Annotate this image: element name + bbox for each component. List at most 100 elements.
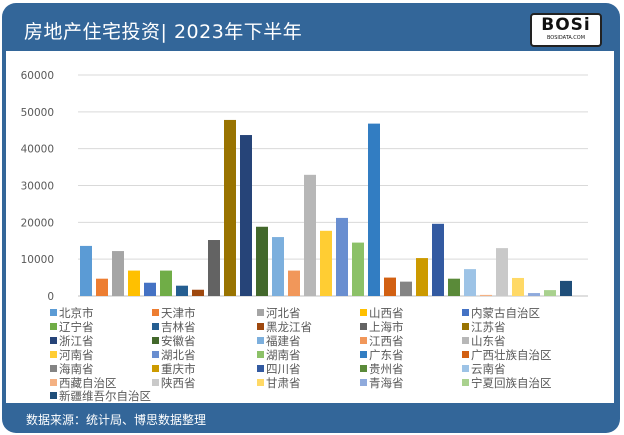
legend-item: 安徽省 xyxy=(152,334,196,348)
legend-swatch xyxy=(462,350,469,358)
legend-item: 天津市 xyxy=(152,307,196,320)
legend-item: 湖北省 xyxy=(152,348,196,362)
legend-item: 河南省 xyxy=(50,347,94,362)
y-tick-label: 30000 xyxy=(21,181,54,193)
y-tick-label: 0 xyxy=(47,291,54,303)
legend-item: 重庆市 xyxy=(152,361,196,376)
legend-swatch xyxy=(50,378,57,386)
bar-1 xyxy=(80,245,92,296)
legend-swatch xyxy=(360,364,367,372)
bar-30 xyxy=(544,290,556,296)
legend-item: 贵州省 xyxy=(360,362,404,376)
legend-item: 宁夏回族自治区 xyxy=(462,376,552,390)
legend-label: 北京市 xyxy=(59,306,94,320)
legend-swatch xyxy=(152,378,159,386)
legend-item: 西藏自治区 xyxy=(50,375,117,390)
legend-swatch xyxy=(152,322,159,330)
legend-item: 吉林省 xyxy=(152,319,196,334)
legend-swatch xyxy=(360,336,367,344)
legend-label: 江苏省 xyxy=(471,319,506,334)
bar-13 xyxy=(272,237,284,296)
logo-text: BOSi xyxy=(541,15,591,35)
legend-item: 北京市 xyxy=(50,307,94,320)
legend-swatch xyxy=(360,322,367,330)
bar-25 xyxy=(464,269,476,296)
legend-item: 山西省 xyxy=(360,307,404,320)
bar-22 xyxy=(416,258,428,296)
legend-swatch xyxy=(462,364,469,372)
legend-swatch xyxy=(50,309,57,316)
bar-14 xyxy=(288,270,300,296)
legend-swatch xyxy=(462,322,469,330)
chart-title: 房地产住宅投资| 2023年下半年 xyxy=(24,21,303,43)
legend-item: 浙江省 xyxy=(50,334,94,348)
legend-label: 河南省 xyxy=(59,347,94,362)
legend-item: 福建省 xyxy=(257,333,301,348)
legend-swatch xyxy=(257,378,264,386)
bar-23 xyxy=(432,223,444,296)
legend-label: 西藏自治区 xyxy=(59,375,117,390)
legend-item: 新疆维吾尔自治区 xyxy=(50,390,151,403)
bar-26 xyxy=(480,294,492,296)
y-tick-label: 50000 xyxy=(21,107,54,119)
legend-label: 黑龙江省 xyxy=(266,319,312,334)
legend-label: 甘肃省 xyxy=(266,375,301,390)
legend-item: 江苏省 xyxy=(462,319,506,334)
legend-label: 陕西省 xyxy=(161,375,196,390)
bar-28 xyxy=(512,277,524,296)
legend-item: 甘肃省 xyxy=(257,375,301,390)
legend-item: 四川省 xyxy=(257,361,301,376)
legend-item: 广西壮族自治区 xyxy=(462,347,552,362)
legend-swatch xyxy=(360,378,367,386)
legend-swatch xyxy=(152,350,159,358)
legend-item: 内蒙古自治区 xyxy=(462,307,540,320)
bar-11 xyxy=(240,135,252,296)
bar-8 xyxy=(192,289,204,296)
legend-item: 山东省 xyxy=(462,334,506,348)
bar-19 xyxy=(368,123,380,297)
legend-label: 上海市 xyxy=(369,319,404,334)
legend-label: 福建省 xyxy=(266,333,301,348)
bar-15 xyxy=(304,174,316,296)
legend-swatch xyxy=(257,309,264,316)
legend-label: 青海省 xyxy=(369,375,404,390)
bar-21 xyxy=(400,281,412,296)
legend-item: 辽宁省 xyxy=(50,319,94,334)
legend-label: 天津市 xyxy=(161,306,196,320)
legend-label: 重庆市 xyxy=(161,361,196,376)
legend-item: 黑龙江省 xyxy=(257,319,312,334)
legend-swatch xyxy=(462,378,469,386)
data-source: 数据来源：统计局、博思数据整理 xyxy=(26,413,207,427)
y-tick-label: 60000 xyxy=(21,70,54,82)
legend-label: 新疆维吾尔自治区 xyxy=(59,389,151,404)
legend-swatch xyxy=(50,364,57,372)
bar-16 xyxy=(320,230,332,296)
bar-27 xyxy=(496,248,508,296)
legend-swatch xyxy=(257,350,264,358)
bar-24 xyxy=(448,278,460,296)
legend-label: 海南省 xyxy=(59,361,94,376)
logo-subtext: BOSIDATA.COM xyxy=(546,35,586,41)
legend-label: 内蒙古自治区 xyxy=(471,306,540,320)
bar-12 xyxy=(256,226,268,296)
legend-item: 云南省 xyxy=(462,362,506,376)
legend-label: 广西壮族自治区 xyxy=(471,347,552,362)
bar-7 xyxy=(176,285,188,296)
legend-label: 河北省 xyxy=(266,306,301,320)
legend-label: 四川省 xyxy=(266,361,301,376)
legend-label: 辽宁省 xyxy=(59,319,94,334)
bar-6 xyxy=(160,270,172,296)
legend-label: 吉林省 xyxy=(161,319,196,334)
legend-swatch xyxy=(257,336,264,344)
bar-31 xyxy=(560,280,572,296)
legend-swatch xyxy=(360,350,367,358)
legend-swatch xyxy=(50,350,57,358)
bar-9 xyxy=(208,240,220,296)
legend-swatch xyxy=(50,392,57,400)
legend-swatch xyxy=(152,336,159,344)
bar-29 xyxy=(528,293,540,296)
legend-item: 陕西省 xyxy=(152,375,196,390)
legend-label: 江西省 xyxy=(369,333,404,348)
legend-swatch xyxy=(152,309,159,316)
legend-item: 海南省 xyxy=(50,361,94,376)
